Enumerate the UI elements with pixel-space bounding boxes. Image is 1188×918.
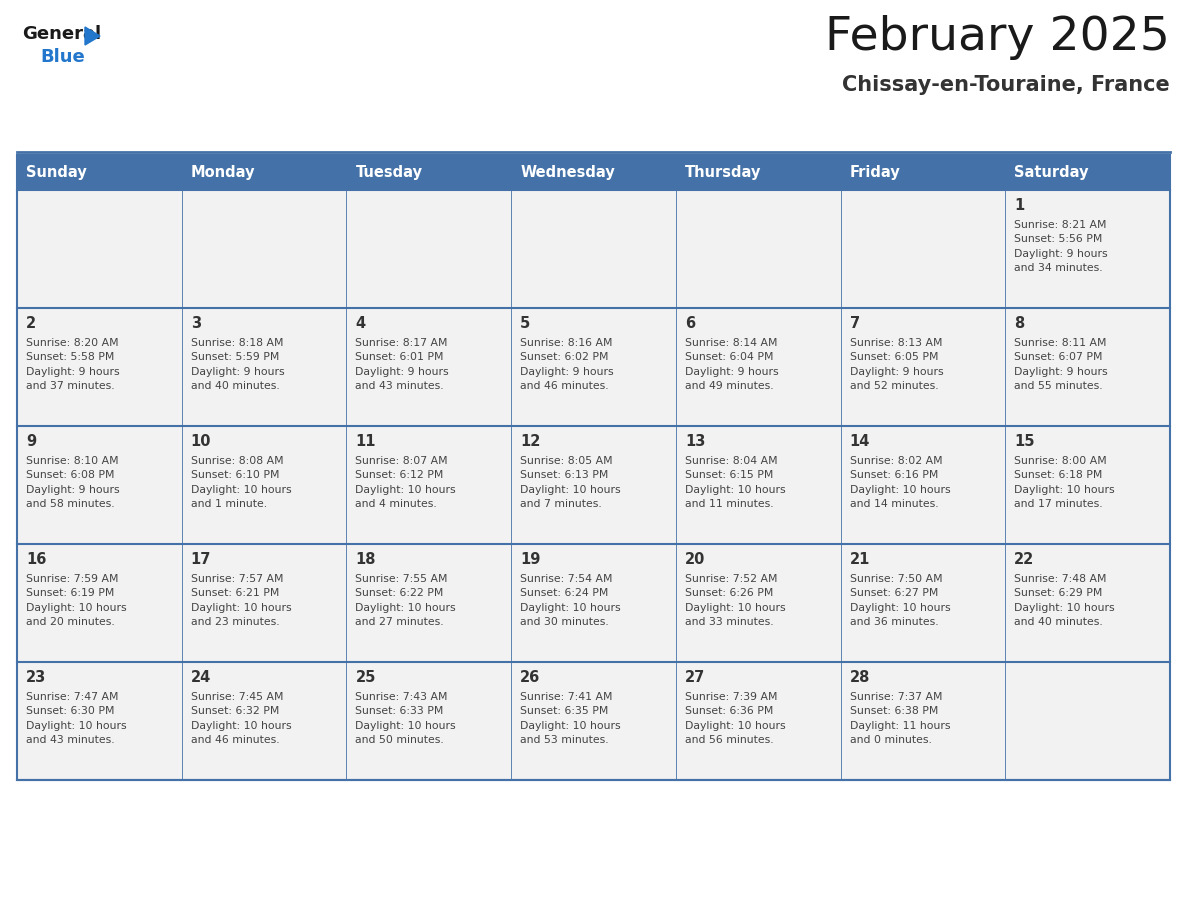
Text: Sunrise: 7:55 AM
Sunset: 6:22 PM
Daylight: 10 hours
and 27 minutes.: Sunrise: 7:55 AM Sunset: 6:22 PM Dayligh… [355,574,456,627]
Polygon shape [86,27,100,45]
Text: 12: 12 [520,434,541,449]
Text: 3: 3 [191,316,201,331]
Text: 22: 22 [1015,552,1035,567]
Text: Sunrise: 7:41 AM
Sunset: 6:35 PM
Daylight: 10 hours
and 53 minutes.: Sunrise: 7:41 AM Sunset: 6:35 PM Dayligh… [520,692,621,745]
Text: 17: 17 [191,552,211,567]
Text: Sunrise: 7:50 AM
Sunset: 6:27 PM
Daylight: 10 hours
and 36 minutes.: Sunrise: 7:50 AM Sunset: 6:27 PM Dayligh… [849,574,950,627]
Bar [17,544,1170,662]
Text: Sunrise: 7:37 AM
Sunset: 6:38 PM
Daylight: 11 hours
and 0 minutes.: Sunrise: 7:37 AM Sunset: 6:38 PM Dayligh… [849,692,950,745]
Bar [17,308,1170,426]
Text: Sunrise: 7:57 AM
Sunset: 6:21 PM
Daylight: 10 hours
and 23 minutes.: Sunrise: 7:57 AM Sunset: 6:21 PM Dayligh… [191,574,291,627]
Text: Monday: Monday [191,165,255,180]
Text: 11: 11 [355,434,375,449]
Text: Sunrise: 8:21 AM
Sunset: 5:56 PM
Daylight: 9 hours
and 34 minutes.: Sunrise: 8:21 AM Sunset: 5:56 PM Dayligh… [1015,220,1108,274]
Text: 27: 27 [684,670,706,685]
Text: Sunrise: 8:00 AM
Sunset: 6:18 PM
Daylight: 10 hours
and 17 minutes.: Sunrise: 8:00 AM Sunset: 6:18 PM Dayligh… [1015,456,1114,509]
Text: Friday: Friday [849,165,901,180]
Text: 7: 7 [849,316,860,331]
Text: 19: 19 [520,552,541,567]
Text: Sunrise: 7:59 AM
Sunset: 6:19 PM
Daylight: 10 hours
and 20 minutes.: Sunrise: 7:59 AM Sunset: 6:19 PM Dayligh… [26,574,127,627]
Text: Thursday: Thursday [684,165,762,180]
Text: 24: 24 [191,670,211,685]
Text: Sunrise: 8:18 AM
Sunset: 5:59 PM
Daylight: 9 hours
and 40 minutes.: Sunrise: 8:18 AM Sunset: 5:59 PM Dayligh… [191,338,284,391]
Text: 23: 23 [26,670,46,685]
Text: 8: 8 [1015,316,1024,331]
Text: 18: 18 [355,552,375,567]
Text: 20: 20 [684,552,706,567]
Text: Sunrise: 8:04 AM
Sunset: 6:15 PM
Daylight: 10 hours
and 11 minutes.: Sunrise: 8:04 AM Sunset: 6:15 PM Dayligh… [684,456,785,509]
Text: Sunrise: 8:02 AM
Sunset: 6:16 PM
Daylight: 10 hours
and 14 minutes.: Sunrise: 8:02 AM Sunset: 6:16 PM Dayligh… [849,456,950,509]
Text: 4: 4 [355,316,366,331]
Text: Saturday: Saturday [1015,165,1088,180]
Text: Sunrise: 8:11 AM
Sunset: 6:07 PM
Daylight: 9 hours
and 55 minutes.: Sunrise: 8:11 AM Sunset: 6:07 PM Dayligh… [1015,338,1108,391]
Bar [17,190,1170,308]
Text: 9: 9 [26,434,36,449]
Text: 10: 10 [191,434,211,449]
Text: 2: 2 [26,316,36,331]
Text: Blue: Blue [40,48,84,66]
Bar [17,155,1170,780]
Text: Sunday: Sunday [26,165,87,180]
Text: General: General [23,25,101,43]
Text: Tuesday: Tuesday [355,165,423,180]
Text: Sunrise: 8:14 AM
Sunset: 6:04 PM
Daylight: 9 hours
and 49 minutes.: Sunrise: 8:14 AM Sunset: 6:04 PM Dayligh… [684,338,778,391]
Text: 15: 15 [1015,434,1035,449]
Text: Sunrise: 8:05 AM
Sunset: 6:13 PM
Daylight: 10 hours
and 7 minutes.: Sunrise: 8:05 AM Sunset: 6:13 PM Dayligh… [520,456,621,509]
Text: 5: 5 [520,316,530,331]
Text: 26: 26 [520,670,541,685]
Text: Sunrise: 7:39 AM
Sunset: 6:36 PM
Daylight: 10 hours
and 56 minutes.: Sunrise: 7:39 AM Sunset: 6:36 PM Dayligh… [684,692,785,745]
Text: Chissay-en-Touraine, France: Chissay-en-Touraine, France [842,75,1170,95]
Text: Sunrise: 8:20 AM
Sunset: 5:58 PM
Daylight: 9 hours
and 37 minutes.: Sunrise: 8:20 AM Sunset: 5:58 PM Dayligh… [26,338,120,391]
Text: Sunrise: 8:07 AM
Sunset: 6:12 PM
Daylight: 10 hours
and 4 minutes.: Sunrise: 8:07 AM Sunset: 6:12 PM Dayligh… [355,456,456,509]
Text: Sunrise: 8:10 AM
Sunset: 6:08 PM
Daylight: 9 hours
and 58 minutes.: Sunrise: 8:10 AM Sunset: 6:08 PM Dayligh… [26,456,120,509]
Text: 16: 16 [26,552,46,567]
Bar [17,426,1170,544]
Text: Sunrise: 7:43 AM
Sunset: 6:33 PM
Daylight: 10 hours
and 50 minutes.: Sunrise: 7:43 AM Sunset: 6:33 PM Dayligh… [355,692,456,745]
Text: Sunrise: 8:16 AM
Sunset: 6:02 PM
Daylight: 9 hours
and 46 minutes.: Sunrise: 8:16 AM Sunset: 6:02 PM Dayligh… [520,338,614,391]
Text: 14: 14 [849,434,870,449]
Text: Sunrise: 8:13 AM
Sunset: 6:05 PM
Daylight: 9 hours
and 52 minutes.: Sunrise: 8:13 AM Sunset: 6:05 PM Dayligh… [849,338,943,391]
Text: 21: 21 [849,552,870,567]
Text: Sunrise: 7:54 AM
Sunset: 6:24 PM
Daylight: 10 hours
and 30 minutes.: Sunrise: 7:54 AM Sunset: 6:24 PM Dayligh… [520,574,621,627]
Text: Sunrise: 7:52 AM
Sunset: 6:26 PM
Daylight: 10 hours
and 33 minutes.: Sunrise: 7:52 AM Sunset: 6:26 PM Dayligh… [684,574,785,627]
Text: Sunrise: 7:45 AM
Sunset: 6:32 PM
Daylight: 10 hours
and 46 minutes.: Sunrise: 7:45 AM Sunset: 6:32 PM Dayligh… [191,692,291,745]
Text: 13: 13 [684,434,706,449]
Text: 28: 28 [849,670,870,685]
Text: February 2025: February 2025 [826,15,1170,60]
Bar [17,662,1170,780]
Text: 25: 25 [355,670,375,685]
Text: Sunrise: 8:17 AM
Sunset: 6:01 PM
Daylight: 9 hours
and 43 minutes.: Sunrise: 8:17 AM Sunset: 6:01 PM Dayligh… [355,338,449,391]
Text: 6: 6 [684,316,695,331]
Text: Sunrise: 7:47 AM
Sunset: 6:30 PM
Daylight: 10 hours
and 43 minutes.: Sunrise: 7:47 AM Sunset: 6:30 PM Dayligh… [26,692,127,745]
Text: Sunrise: 8:08 AM
Sunset: 6:10 PM
Daylight: 10 hours
and 1 minute.: Sunrise: 8:08 AM Sunset: 6:10 PM Dayligh… [191,456,291,509]
Text: 1: 1 [1015,198,1024,213]
Text: Sunrise: 7:48 AM
Sunset: 6:29 PM
Daylight: 10 hours
and 40 minutes.: Sunrise: 7:48 AM Sunset: 6:29 PM Dayligh… [1015,574,1114,627]
Bar [17,155,1170,190]
Text: Wednesday: Wednesday [520,165,615,180]
